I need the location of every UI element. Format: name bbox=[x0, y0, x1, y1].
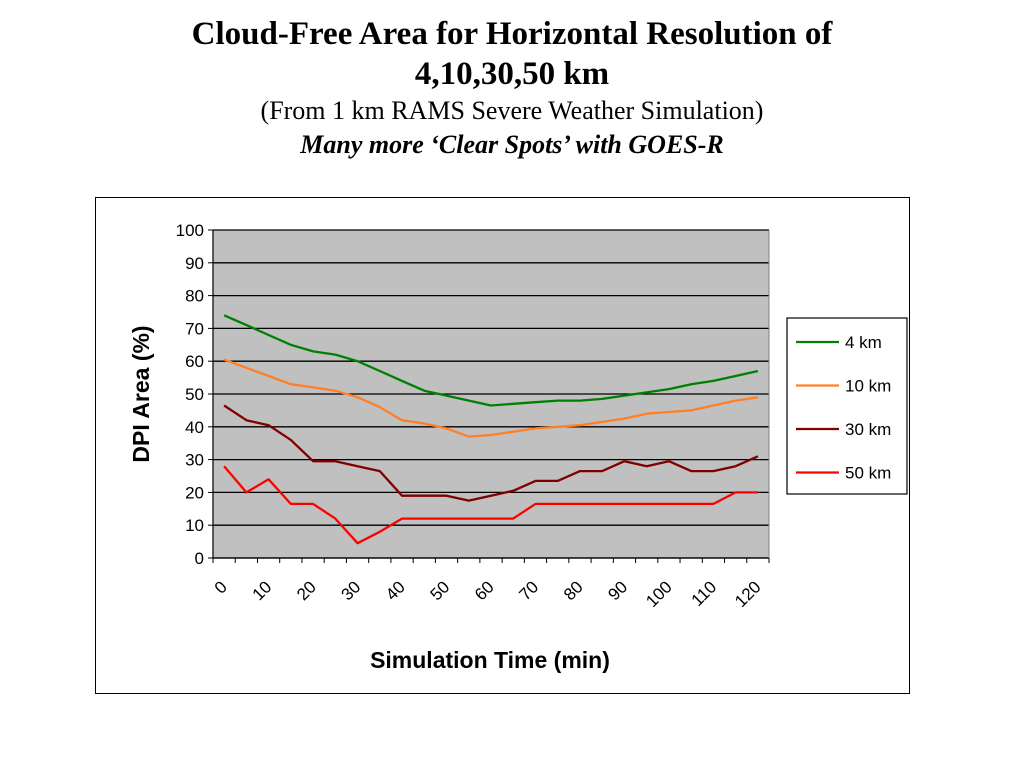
y-tick-label: 100 bbox=[176, 221, 204, 240]
x-tick-label: 120 bbox=[731, 577, 764, 610]
legend: 4 km 10 km 30 km 50 km bbox=[786, 317, 908, 495]
slide-tagline: Many more ‘Clear Spots’ with GOES-R bbox=[300, 130, 724, 159]
y-tick-label: 10 bbox=[185, 516, 204, 535]
x-tick-label: 60 bbox=[471, 577, 498, 604]
x-tick-label: 0 bbox=[211, 577, 231, 597]
y-tick-label: 0 bbox=[195, 549, 204, 568]
slide-title-line1: Cloud-Free Area for Horizontal Resolutio… bbox=[191, 16, 833, 52]
legend-label: 50 km bbox=[845, 464, 891, 483]
y-tick-label: 70 bbox=[185, 319, 204, 338]
series-lines bbox=[223, 314, 759, 545]
axes bbox=[212, 230, 770, 559]
legend-label: 30 km bbox=[845, 420, 891, 439]
series-line bbox=[223, 358, 759, 438]
x-tick-label: 80 bbox=[560, 577, 587, 604]
slide-subtitle: (From 1 km RAMS Severe Weather Simulatio… bbox=[260, 96, 764, 125]
legend-label: 4 km bbox=[845, 333, 882, 352]
y-axis-title: DPI Area (%) bbox=[128, 325, 154, 462]
series-line bbox=[223, 404, 759, 502]
slide-title-block: Cloud-Free Area for Horizontal Resolutio… bbox=[0, 14, 1024, 162]
y-tick-labels: 0 10 20 30 40 50 60 70 80 90 100 bbox=[176, 221, 204, 568]
y-tick-label: 30 bbox=[185, 451, 204, 470]
x-tick-label: 10 bbox=[249, 577, 276, 604]
y-tick-label: 80 bbox=[185, 287, 204, 306]
x-tick-label: 50 bbox=[427, 577, 454, 604]
legend-label: 10 km bbox=[845, 377, 891, 396]
x-axis-title: Simulation Time (min) bbox=[370, 647, 610, 673]
slide-title-line2: 4,10,30,50 km bbox=[414, 56, 610, 92]
x-tick-labels: 0 10 20 30 40 50 60 70 80 90 100 110 120 bbox=[211, 558, 770, 611]
series-line bbox=[223, 465, 758, 545]
x-tick-label: 70 bbox=[515, 577, 542, 604]
legend-box bbox=[786, 317, 908, 495]
x-tick-label: 30 bbox=[338, 577, 365, 604]
y-tick-label: 20 bbox=[185, 483, 204, 502]
y-tick-label: 90 bbox=[185, 254, 204, 273]
chart-frame bbox=[95, 197, 910, 694]
x-tick-label: 40 bbox=[382, 577, 409, 604]
x-tick-label: 100 bbox=[642, 577, 675, 610]
y-tick-label: 50 bbox=[185, 385, 204, 404]
x-tick-label: 90 bbox=[604, 577, 631, 604]
x-tick-label: 110 bbox=[688, 577, 721, 610]
y-tick-label: 60 bbox=[185, 352, 204, 371]
y-tick-label: 40 bbox=[185, 418, 204, 437]
x-tick-label: 20 bbox=[293, 577, 320, 604]
series-line bbox=[223, 314, 759, 407]
